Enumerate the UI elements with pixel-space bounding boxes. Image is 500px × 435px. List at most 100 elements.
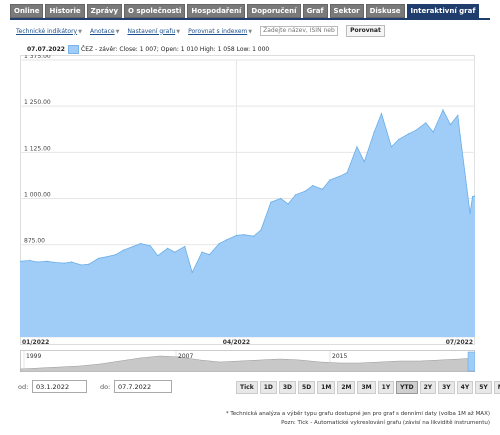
tab-historie[interactable]: Historie [45, 4, 85, 18]
chart-settings-link[interactable]: Nastavení grafu [127, 27, 176, 35]
zoom-button-1y[interactable]: 1Y [377, 381, 395, 394]
data-point [442, 109, 444, 111]
data-point [270, 201, 272, 203]
y-tick-label: 1 000.00 [24, 192, 51, 199]
zoom-button-1m[interactable]: 1M [317, 381, 336, 394]
data-point [98, 257, 100, 259]
tab-diskuse[interactable]: Diskuse [365, 4, 405, 18]
chevron-down-icon[interactable]: ▼ [115, 28, 120, 35]
data-point [432, 131, 434, 133]
data-point [71, 261, 73, 263]
data-point [415, 129, 417, 131]
zoom-button-4y[interactable]: 4Y [456, 381, 474, 394]
data-point [105, 256, 107, 258]
tab-o-společnosti[interactable]: O společnosti [124, 4, 186, 18]
data-point [373, 131, 375, 133]
chevron-down-icon[interactable]: ▼ [176, 28, 181, 35]
chevron-down-icon[interactable]: ▼ [248, 28, 253, 35]
data-point [469, 212, 471, 214]
annotations-link[interactable]: Anotace [89, 27, 115, 35]
navigator-area [20, 355, 475, 372]
zoom-button-max[interactable]: Max [493, 381, 500, 394]
data-point [191, 271, 193, 273]
data-point [390, 146, 392, 148]
tab-bar-underline [10, 18, 490, 20]
data-point [329, 179, 331, 181]
data-point [380, 113, 383, 115]
tab-sektor[interactable]: Sektor [329, 4, 364, 18]
to-date-input[interactable]: 07.7.2022 [114, 380, 172, 393]
price-area [20, 109, 475, 338]
annotations-menu[interactable]: Anotace▼ [90, 28, 119, 35]
data-point [280, 197, 282, 200]
data-point [346, 172, 348, 174]
data-point [115, 254, 117, 256]
compare-index-menu[interactable]: Porovnat s indexem▼ [188, 28, 252, 35]
x-tick-label: 01/2022 [22, 339, 49, 345]
zoom-button-3y[interactable]: 3Y [438, 381, 455, 394]
data-point [80, 264, 83, 266]
chevron-down-icon[interactable]: ▼ [78, 28, 82, 35]
price-line [20, 108, 475, 274]
zoom-button-5y[interactable]: 5Y [475, 381, 492, 394]
data-point [294, 194, 297, 196]
chart-date: 07.07.2022 [27, 46, 65, 53]
tab-bar: Online Historie Zprávy O společnosti Hospoda… [10, 4, 480, 18]
data-point [29, 259, 31, 262]
chart-settings-menu[interactable]: Nastavení grafu▼ [127, 28, 180, 35]
data-point [312, 185, 314, 187]
zoom-button-3d[interactable]: 3D [278, 381, 297, 394]
tab-zprávy[interactable]: Zprávy [86, 4, 123, 18]
data-point [218, 243, 220, 245]
data-point [122, 249, 124, 251]
zoom-button-2m[interactable]: 2M [337, 381, 356, 394]
data-point [471, 196, 474, 198]
footnote-1: * Technická analýza a výběr typu grafu d… [225, 411, 490, 417]
zoom-button-tick[interactable]: Tick [236, 381, 258, 394]
range-navigator[interactable]: 1999 2007 2015 [20, 350, 475, 372]
y-tick-label: 1 250.00 [24, 99, 51, 106]
data-point [304, 190, 306, 192]
data-point [208, 254, 210, 256]
data-point [425, 122, 427, 124]
data-point [459, 135, 461, 137]
compare-search-input[interactable] [260, 26, 339, 36]
tab-hospodaření[interactable]: Hospodaření [187, 4, 246, 18]
tab-interaktivní-graf[interactable]: Interaktivní graf [406, 4, 480, 18]
tab-online[interactable]: Online [10, 4, 44, 18]
data-point [20, 260, 21, 262]
x-tick-label: 07/2022 [446, 339, 473, 345]
data-point [449, 124, 451, 126]
zoom-button-3m[interactable]: 3M [357, 381, 376, 394]
data-point [53, 261, 56, 263]
zoom-button-ytd[interactable]: YTD [396, 381, 418, 394]
compare-button[interactable]: Porovnat [346, 25, 385, 37]
zoom-button-1d[interactable]: 1D [259, 381, 277, 394]
data-point [363, 161, 365, 163]
data-point [139, 243, 142, 245]
zoom-button-5d[interactable]: 5D [298, 381, 316, 394]
technical-indicators-menu[interactable]: Technické indikátory▼ [16, 28, 82, 35]
from-date-input[interactable]: 03.1.2022 [32, 380, 87, 393]
navigator-selection [467, 351, 475, 372]
data-point [260, 229, 262, 231]
zoom-buttons: Tick1D3D5D1M2M3M1YYTD2Y3Y4Y5YMax [236, 381, 500, 394]
data-point [201, 251, 203, 253]
tab-doporučení[interactable]: Doporučení [247, 4, 301, 18]
compare-index-link[interactable]: Porovnat s indexem [188, 27, 248, 35]
data-point [36, 261, 38, 263]
navigator-label: 2007 [178, 353, 193, 360]
legend-swatch [68, 45, 79, 54]
navigator-label: 2015 [332, 353, 347, 360]
data-point [88, 263, 90, 265]
y-tick-label: 1 125.00 [24, 145, 51, 152]
zoom-button-2y[interactable]: 2Y [419, 381, 437, 394]
technical-indicators-link[interactable]: Technické indikátory [16, 27, 78, 35]
tab-graf[interactable]: Graf [302, 4, 328, 18]
y-tick-label: 1 375.00 [24, 55, 51, 60]
data-point [235, 234, 237, 236]
data-point [167, 247, 169, 249]
data-point [157, 255, 159, 257]
data-point [174, 251, 176, 253]
